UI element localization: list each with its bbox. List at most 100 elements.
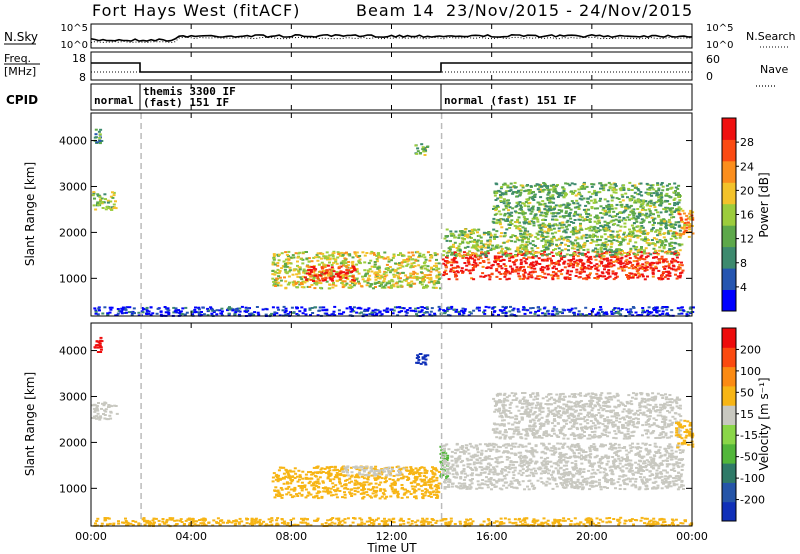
scatter-cell — [512, 191, 516, 194]
scatter-cell — [632, 227, 636, 230]
scatter-cell — [194, 306, 197, 309]
scatter-cell — [562, 196, 566, 199]
scatter-cell — [344, 258, 348, 261]
scatter-cell — [494, 259, 498, 262]
scatter-cell — [293, 488, 297, 491]
scatter-cell — [548, 226, 552, 229]
scatter-cell — [688, 228, 692, 231]
scatter-cell — [341, 283, 345, 286]
scatter-cell — [328, 469, 332, 472]
scatter-cell — [324, 490, 328, 493]
scatter-cell — [498, 220, 502, 223]
scatter-cell — [537, 224, 541, 227]
scatter-cell — [532, 191, 535, 193]
scatter-cell — [348, 275, 352, 278]
scatter-cell — [651, 269, 655, 272]
scatter-cell — [513, 255, 517, 258]
scatter-cell — [541, 200, 545, 203]
scatter-cell — [99, 128, 103, 131]
scatter-cell — [542, 238, 546, 241]
scatter-cell — [353, 490, 357, 492]
scatter-cell — [548, 242, 552, 245]
scatter-cell — [377, 280, 381, 283]
scatter-cell — [638, 267, 642, 270]
scatter-cell — [510, 219, 514, 222]
scatter-cell — [291, 283, 295, 286]
scatter-cell — [465, 241, 469, 244]
scatter-cell — [615, 253, 619, 256]
scatter-cell — [390, 278, 394, 281]
scatter-cell — [296, 260, 299, 263]
scatter-cell — [374, 276, 378, 279]
scatter-cell — [630, 469, 634, 472]
scatter-cell — [641, 220, 645, 223]
scatter-cell — [670, 216, 673, 219]
scatter-cell — [295, 475, 299, 478]
scatter-cell — [99, 415, 102, 418]
scatter-cell — [674, 194, 678, 196]
scatter-cell — [430, 280, 434, 283]
scatter-cell — [94, 128, 98, 131]
scatter-cell — [397, 466, 401, 469]
scatter-cell — [284, 313, 288, 316]
scatter-cell — [336, 487, 340, 490]
scatter-cell — [527, 205, 530, 208]
scatter-cell — [662, 265, 666, 268]
scatter-cell — [587, 202, 591, 205]
scatter-cell — [565, 221, 569, 224]
scatter-cell — [284, 258, 288, 261]
scatter-cell — [93, 417, 97, 420]
scatter-cell — [437, 487, 441, 490]
scatter-cell — [536, 247, 540, 249]
scatter-cell — [296, 314, 300, 317]
scatter-cell — [109, 200, 113, 203]
scatter-cell — [321, 252, 325, 255]
scatter-cell — [472, 232, 475, 235]
scatter-cell — [500, 232, 503, 235]
scatter-cell — [99, 416, 103, 419]
scatter-cell — [643, 240, 647, 242]
scatter-cell — [572, 311, 576, 314]
scatter-cell — [648, 188, 652, 191]
scatter-cell — [346, 275, 350, 278]
scatter-cell — [551, 196, 555, 199]
scatter-cell — [244, 309, 248, 312]
scatter-cell — [632, 245, 636, 248]
scatter-cell — [518, 221, 521, 224]
scatter-cell — [145, 309, 149, 312]
scatter-cell — [315, 273, 319, 276]
scatter-cell — [678, 309, 682, 312]
scatter-cell — [100, 202, 104, 205]
scatter-cell — [685, 221, 689, 224]
scatter-cell — [528, 271, 532, 274]
scatter-cell — [391, 268, 395, 271]
scatter-cell — [678, 462, 682, 465]
scatter-cell — [346, 488, 350, 491]
scatter-cell — [677, 211, 681, 213]
scatter-cell — [501, 253, 505, 256]
scatter-cell — [548, 222, 551, 225]
scatter-cell — [309, 278, 313, 281]
scatter-cell — [357, 260, 361, 263]
scatter-cell — [686, 221, 690, 224]
scatter-cell — [261, 308, 265, 311]
scatter-cell — [337, 265, 341, 268]
scatter-cell — [521, 202, 525, 205]
scatter-cell — [460, 230, 464, 232]
scatter-cell — [363, 308, 367, 311]
scatter-cell — [484, 243, 488, 246]
scatter-cell — [656, 182, 660, 185]
scatter-cell — [470, 237, 473, 239]
scatter-cell — [651, 219, 655, 222]
scatter-cell — [377, 255, 381, 258]
scatter-cell — [304, 269, 308, 272]
scatter-cell — [635, 234, 639, 237]
scatter-cell — [328, 257, 332, 260]
scatter-cell — [350, 474, 354, 477]
scatter-cell — [91, 417, 95, 419]
scatter-cell — [271, 263, 275, 266]
scatter-cell — [100, 407, 103, 410]
scatter-cell — [539, 203, 542, 206]
scatter-cell — [522, 257, 526, 260]
scatter-cell — [480, 240, 483, 243]
